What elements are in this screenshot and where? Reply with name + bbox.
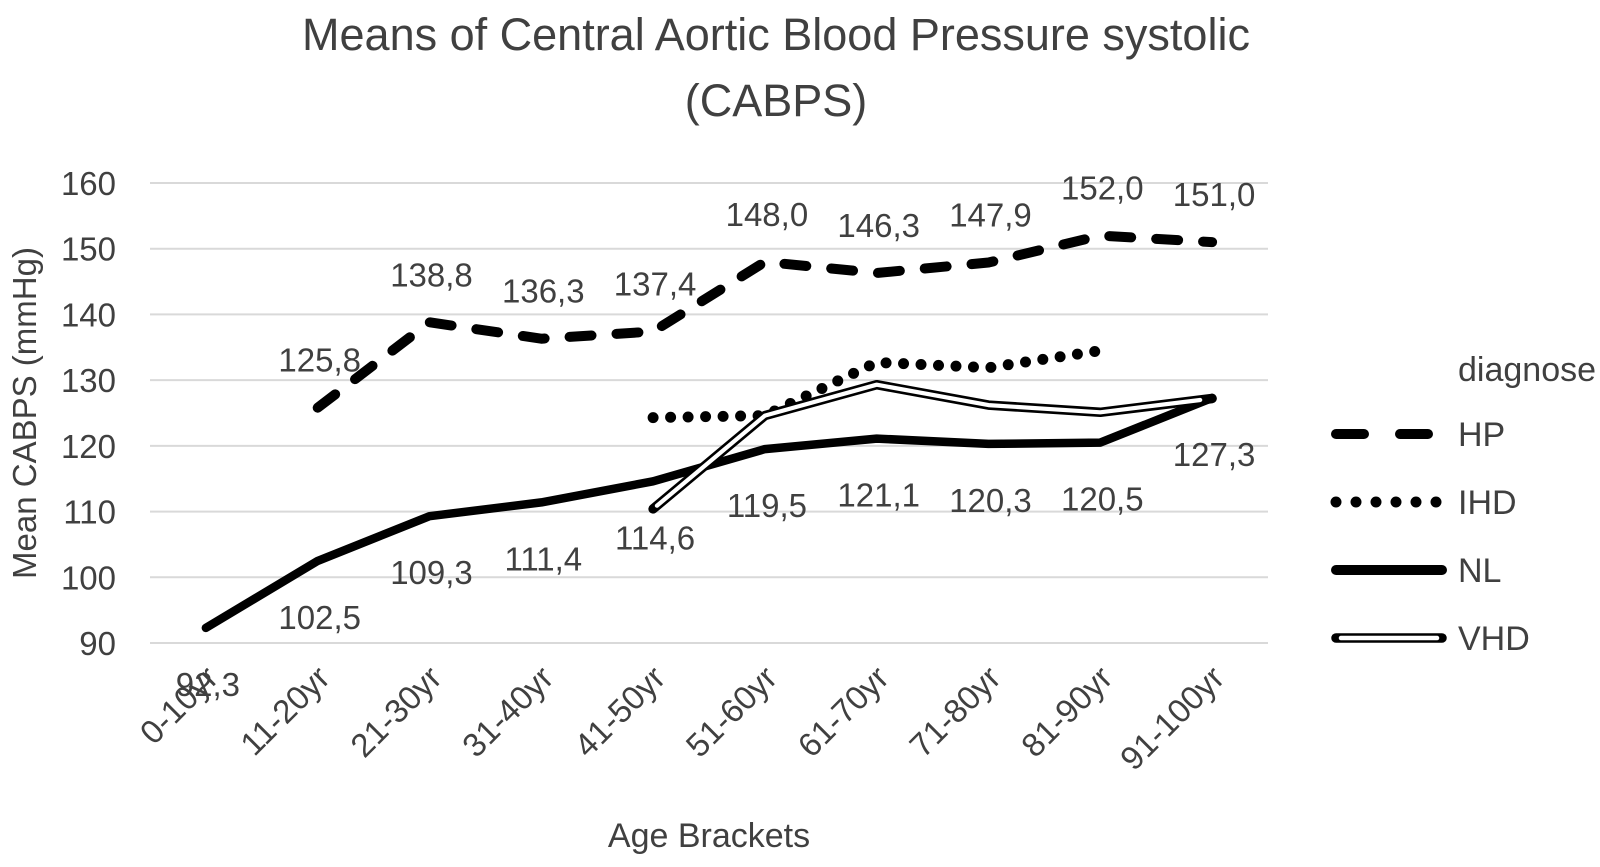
data-label-nl: 109,3 xyxy=(390,554,473,591)
x-tick-label: 41-50yr xyxy=(567,659,672,764)
legend-label-ihd: IHD xyxy=(1458,484,1517,522)
legend-label-nl: NL xyxy=(1458,552,1501,590)
data-label-hp: 125,8 xyxy=(278,342,361,379)
data-label-hp: 146,3 xyxy=(837,207,920,244)
data-label-hp: 151,0 xyxy=(1173,176,1256,213)
data-label-nl: 102,5 xyxy=(278,599,361,636)
data-label-nl: 114,6 xyxy=(615,519,695,556)
data-label-nl: 120,3 xyxy=(949,482,1032,519)
series-line-vhd-core xyxy=(654,382,1203,508)
data-label-nl: 111,4 xyxy=(504,540,582,577)
data-label-hp: 136,3 xyxy=(502,273,585,310)
series-line-hp xyxy=(312,230,1218,413)
y-tick-label: 90 xyxy=(79,625,116,662)
y-axis-title: Mean CABPS (mmHg) xyxy=(6,247,43,579)
x-tick-label: 71-80yr xyxy=(902,659,1007,764)
x-tick-label: 21-30yr xyxy=(343,659,448,764)
chart-title-line-2: (CABPS) xyxy=(684,75,868,126)
data-label-nl: 127,3 xyxy=(1173,436,1256,473)
y-tick-label: 110 xyxy=(63,494,116,531)
data-label-nl: 120,5 xyxy=(1061,481,1144,518)
data-label-hp: 138,8 xyxy=(390,256,473,293)
data-label-hp: 137,4 xyxy=(614,266,697,303)
x-tick-label: 31-40yr xyxy=(455,659,560,764)
chart-title: Means of Central Aortic Blood Pressure s… xyxy=(0,2,1552,134)
data-label-nl: 121,1 xyxy=(837,477,920,514)
x-tick-label: 91-100yr xyxy=(1113,659,1231,777)
data-label-hp: 152,0 xyxy=(1061,170,1144,207)
data-label-nl: 119,5 xyxy=(727,487,807,524)
y-tick-label: 130 xyxy=(61,362,116,399)
y-tick-label: 120 xyxy=(61,428,116,465)
legend-title: diagnose xyxy=(1458,351,1597,389)
x-tick-label: 51-60yr xyxy=(679,659,784,764)
x-tick-label: 11-20yr xyxy=(233,659,337,763)
x-axis-title: Age Brackets xyxy=(607,817,811,855)
x-tick-label: 81-90yr xyxy=(1014,659,1119,764)
chart-title-line-1: Means of Central Aortic Blood Pressure s… xyxy=(302,9,1250,60)
data-label-hp: 148,0 xyxy=(726,196,809,233)
data-label-nl: 92,3 xyxy=(176,666,240,703)
data-label-hp: 147,9 xyxy=(949,197,1032,234)
y-tick-label: 150 xyxy=(61,231,116,268)
legend-label-vhd: VHD xyxy=(1458,620,1530,658)
y-tick-label: 160 xyxy=(61,165,116,202)
x-tick-label: 61-70yr xyxy=(790,659,895,764)
y-tick-label: 100 xyxy=(61,559,116,596)
series-line-ihd xyxy=(647,345,1106,424)
y-tick-label: 140 xyxy=(61,296,116,333)
legend-label-hp: HP xyxy=(1458,416,1505,454)
